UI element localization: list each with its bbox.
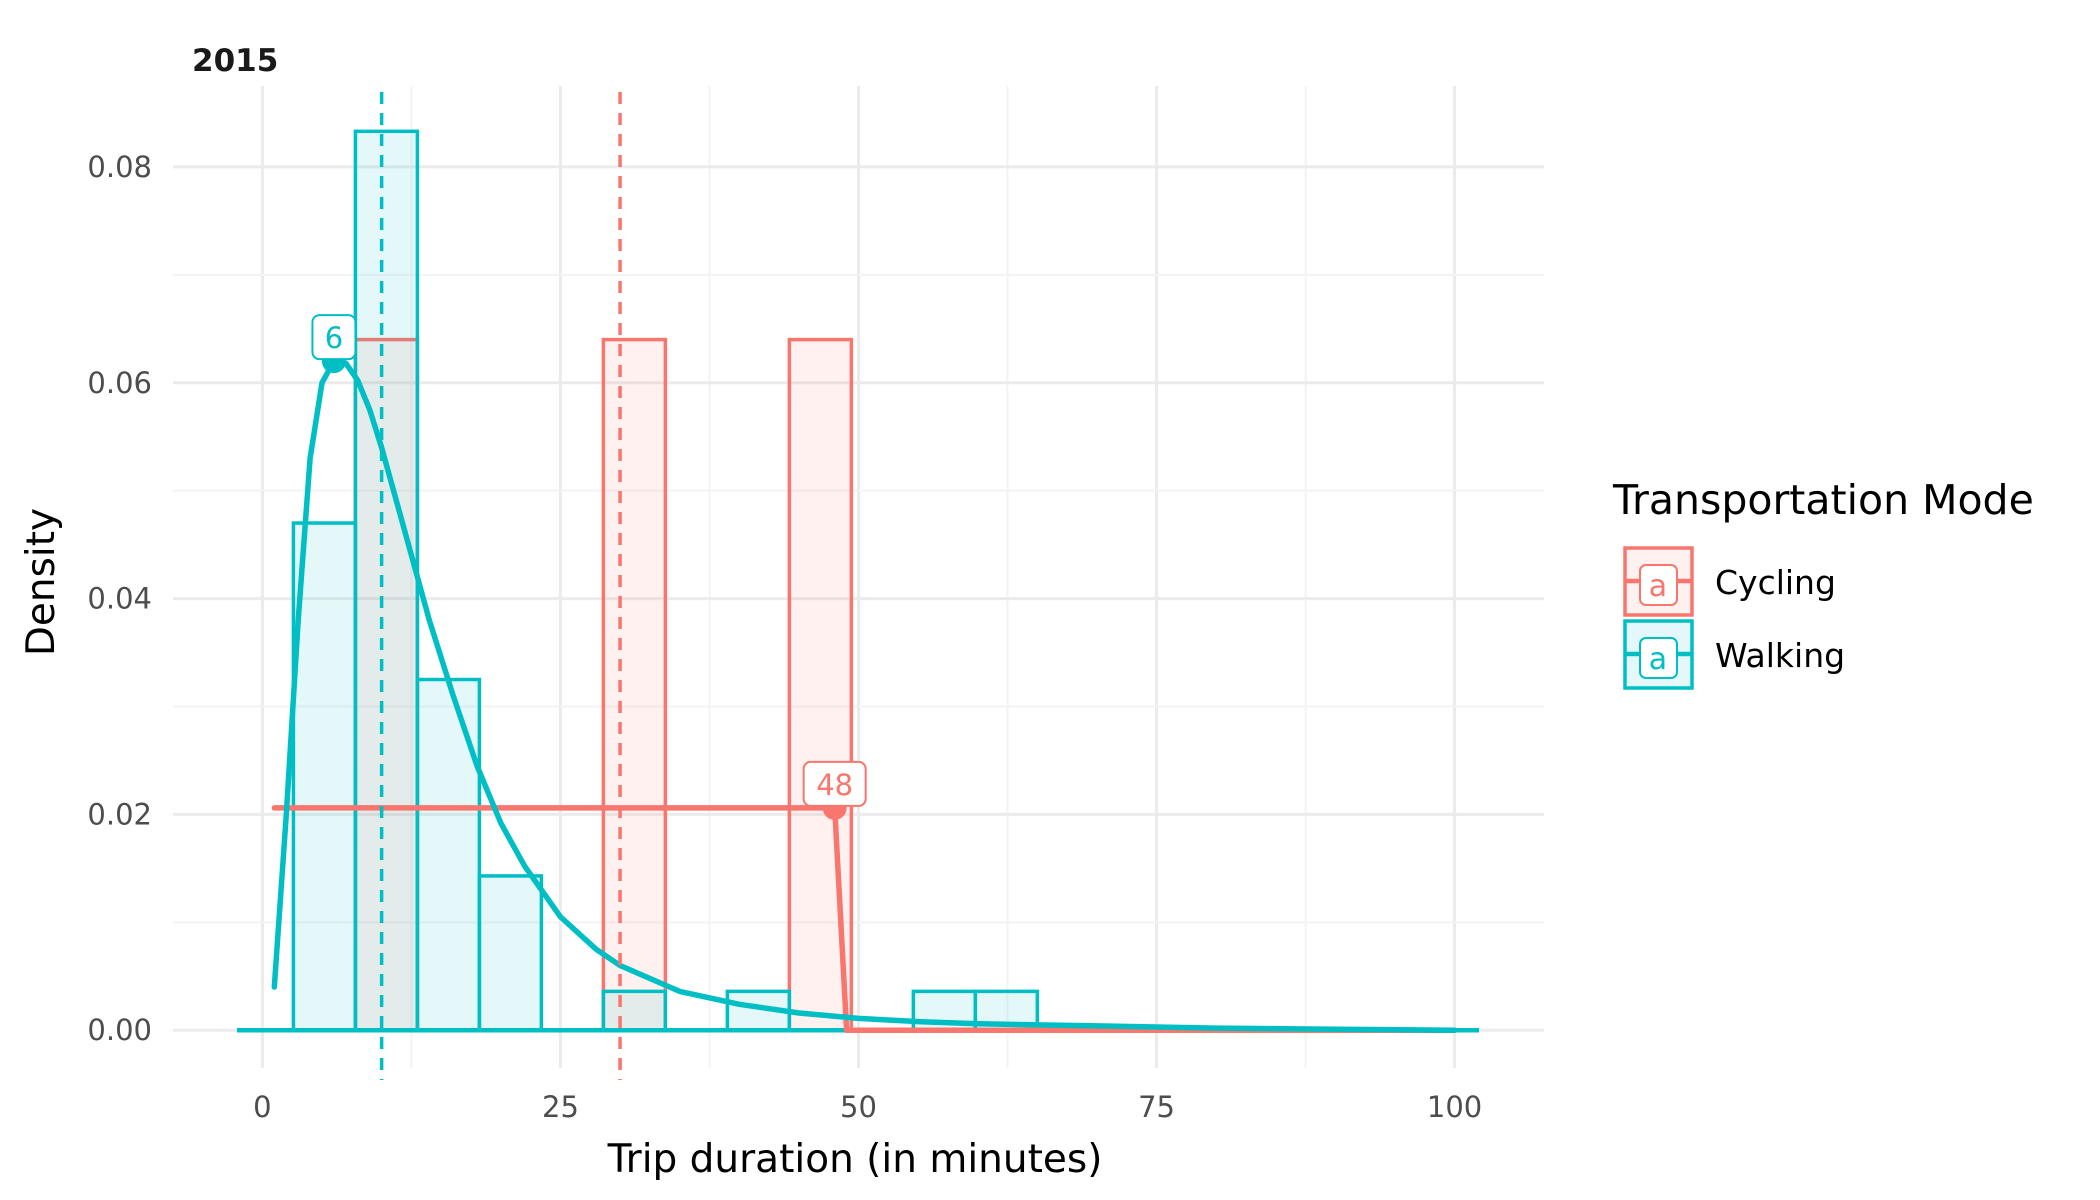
bar-walking <box>415 677 482 1032</box>
legend-item-cycling: a Cycling <box>1623 546 1836 617</box>
legend-label-cycling: Cycling <box>1715 563 1836 602</box>
legend: Transportation Mode a Cycling a Walking <box>1612 476 2034 690</box>
peak-markers: 48 6 <box>311 314 867 820</box>
y-tick-label: 0.02 <box>87 797 152 831</box>
peak-label-cycling: 48 <box>816 768 853 802</box>
mean-lines <box>379 92 622 1080</box>
bar-walking <box>291 521 358 1032</box>
legend-label-walking: Walking <box>1715 636 1845 675</box>
y-tick-label: 0.08 <box>87 150 152 184</box>
peak-label-box-cycling <box>802 760 867 807</box>
peak-label-walking: 6 <box>325 321 343 355</box>
bar-walking <box>353 129 420 1032</box>
legend-key-label-box <box>1639 637 1678 679</box>
legend-key-label-box <box>1639 564 1678 606</box>
axis-labels: 0 25 50 75 100 0.00 0.02 0.04 0.06 0.08 <box>87 150 1482 1124</box>
legend-key-glyph: a <box>1649 569 1667 604</box>
x-tick-label: 50 <box>840 1090 877 1124</box>
x-tick-label: 100 <box>1427 1090 1482 1124</box>
x-tick-label: 25 <box>542 1090 579 1124</box>
plot-grid <box>173 86 1544 1068</box>
y-axis-title: Density <box>19 508 64 656</box>
legend-title: Transportation Mode <box>1612 476 2034 524</box>
x-tick-label: 75 <box>1138 1090 1175 1124</box>
x-axis-title: Trip duration (in minutes) <box>607 1137 1103 1182</box>
y-tick-label: 0.06 <box>87 366 152 400</box>
bar-cycling <box>601 337 668 1032</box>
y-tick-label: 0.00 <box>87 1013 152 1047</box>
bar-walking <box>601 989 668 1032</box>
x-tick-label: 0 <box>253 1090 271 1124</box>
peak-label-box-walking <box>311 314 357 361</box>
legend-items: a Cycling a Walking <box>1623 546 1845 690</box>
histogram-bars <box>291 129 1040 1032</box>
y-tick-label: 0.04 <box>87 582 152 616</box>
legend-key-glyph: a <box>1649 642 1667 677</box>
panel-title: 2015 <box>192 43 278 79</box>
density-curve-cycling <box>271 805 1458 1033</box>
bar-walking <box>477 874 544 1032</box>
legend-item-walking: a Walking <box>1623 619 1845 690</box>
